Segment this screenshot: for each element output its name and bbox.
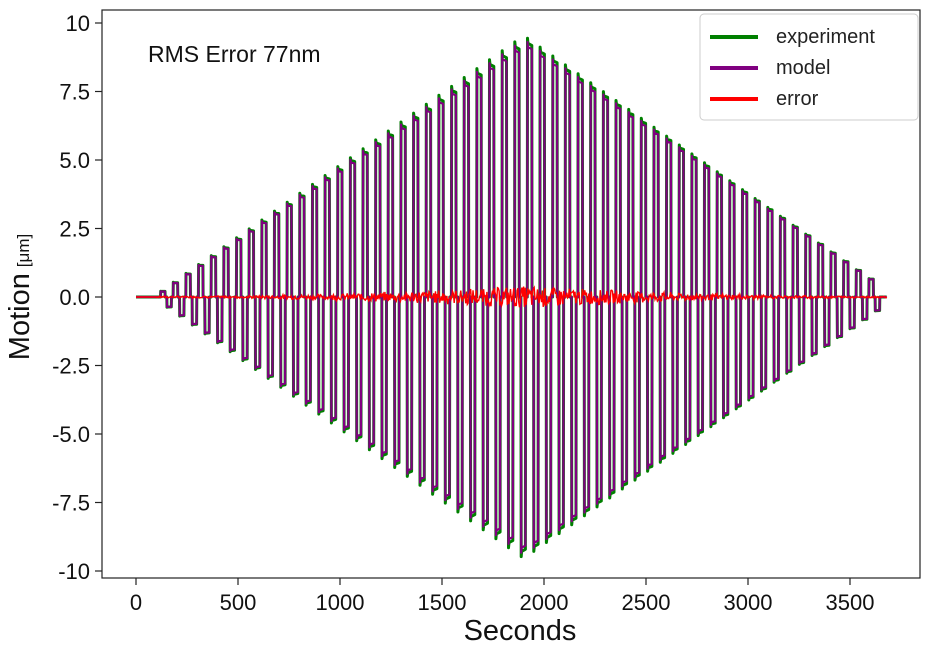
x-tick-label: 3500 [826, 590, 875, 615]
legend-label-model: model [776, 57, 830, 79]
legend-box [699, 13, 919, 121]
rms-error-annotation: RMS Error 77nm [148, 41, 321, 67]
x-tick-label: 2500 [622, 590, 671, 615]
x-tick-label: 1000 [316, 590, 365, 615]
x-axis-title: Seconds [464, 615, 577, 647]
y-axis-title: Motion [μm] [4, 234, 36, 360]
legend: experiment model error [699, 13, 919, 121]
series-error-line [136, 285, 888, 309]
x-tick-label: 500 [220, 590, 257, 615]
legend-label-experiment: experiment [776, 26, 875, 48]
y-axis-ticks: 10 7.5 5.0 2.5 0.0 -2.5 -5.0 -7.5 -10 [52, 11, 102, 584]
y-tick-label: -7.5 [52, 491, 90, 516]
y-tick-label: 0.0 [59, 285, 90, 310]
y-tick-label: 2.5 [59, 217, 90, 242]
x-tick-label: 1500 [418, 590, 467, 615]
y-tick-label: 5.0 [59, 148, 90, 173]
plot-area [136, 36, 888, 559]
y-tick-label: 10 [66, 11, 90, 36]
y-axis-title-unit: [μm] [14, 234, 33, 267]
legend-label-error: error [776, 88, 819, 110]
y-tick-label: -5.0 [52, 422, 90, 447]
x-tick-label: 0 [130, 590, 142, 615]
y-tick-label: -10 [58, 559, 90, 584]
y-tick-label: -2.5 [52, 354, 90, 379]
x-tick-label: 3000 [724, 590, 773, 615]
y-axis-title-text: Motion [4, 273, 36, 360]
y-tick-label: 7.5 [59, 80, 90, 105]
axes-frame [101, 9, 921, 579]
x-axis-ticks: 0 500 1000 1500 2000 2500 3000 3500 [130, 578, 875, 615]
x-tick-label: 2000 [520, 590, 569, 615]
